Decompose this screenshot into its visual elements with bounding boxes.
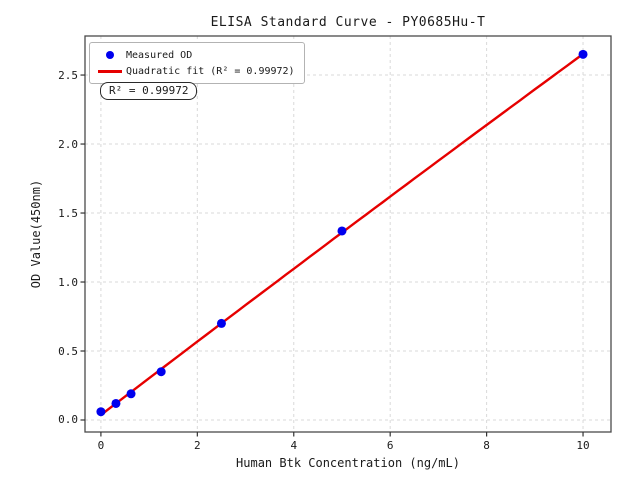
legend-dot-marker-icon xyxy=(106,51,114,59)
x-tick-label: 6 xyxy=(386,439,394,452)
y-tick-label: 2.5 xyxy=(58,68,78,82)
measured-od-points xyxy=(96,49,588,417)
x-tick-label: 4 xyxy=(290,439,298,452)
legend-item-measured-od: Measured OD xyxy=(94,47,295,63)
y-tick-label: 1.5 xyxy=(58,206,78,220)
data-point xyxy=(156,367,166,377)
plot-frame xyxy=(84,35,612,433)
data-point xyxy=(111,398,121,408)
legend: Measured OD Quadratic fit (R² = 0.99972) xyxy=(89,42,305,84)
axis-tick-marks xyxy=(80,74,584,437)
legend-item-quadratic-fit: Quadratic fit (R² = 0.99972) xyxy=(94,63,295,79)
x-tick-label: 10 xyxy=(576,439,590,452)
x-axis-label: Human Btk Concentration (ng/mL) xyxy=(236,456,460,470)
data-point xyxy=(578,49,588,59)
x-tick-label: 0 xyxy=(97,439,105,452)
legend-line-marker-icon xyxy=(98,69,122,73)
y-tick-label: 1.0 xyxy=(58,275,78,289)
x-tick-label: 8 xyxy=(483,439,490,452)
r-squared-annotation: R² = 0.99972 xyxy=(100,82,198,100)
grid-lines xyxy=(85,36,611,432)
data-point xyxy=(96,407,106,417)
y-axis-label: OD Value(450nm) xyxy=(29,179,43,289)
legend-label-quadratic-fit: Quadratic fit (R² = 0.99972) xyxy=(126,65,295,77)
data-point xyxy=(216,318,226,328)
y-tick-label: 2.0 xyxy=(58,137,78,151)
data-point xyxy=(337,226,347,236)
chart-title: ELISA Standard Curve - PY0685Hu-T xyxy=(210,15,486,30)
y-tick-label: 0.0 xyxy=(58,413,78,427)
y-tick-label: 0.5 xyxy=(58,344,78,358)
data-point xyxy=(126,389,136,399)
legend-label-measured-od: Measured OD xyxy=(126,49,193,61)
x-tick-label: 2 xyxy=(194,439,201,452)
